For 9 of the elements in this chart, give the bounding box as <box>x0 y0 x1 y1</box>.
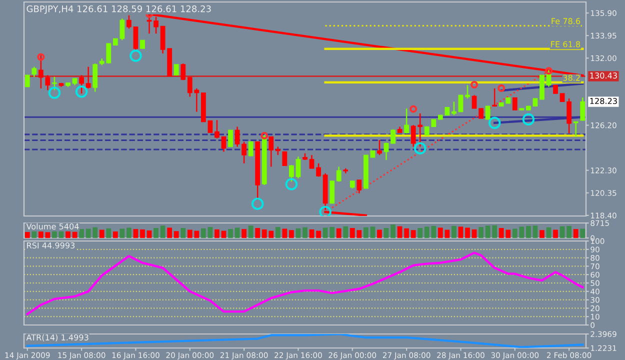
chart-title: RSI 44.9993 <box>27 242 75 248</box>
chart-title: Volume 5404 <box>26 223 79 230</box>
ref-line-label: 130.43 <box>590 72 617 79</box>
series-label: FE 61.8 <box>551 41 580 48</box>
series-label: 38.2 <box>563 74 580 81</box>
chart-title: ATR(14) 1.4993 <box>26 334 88 342</box>
series-label: Fe 78.6 <box>552 18 580 24</box>
chart-title: GBPJPY,H4 126.61 128.59 126.61 128.23 <box>26 5 211 14</box>
text: 128.23 <box>590 98 617 104</box>
